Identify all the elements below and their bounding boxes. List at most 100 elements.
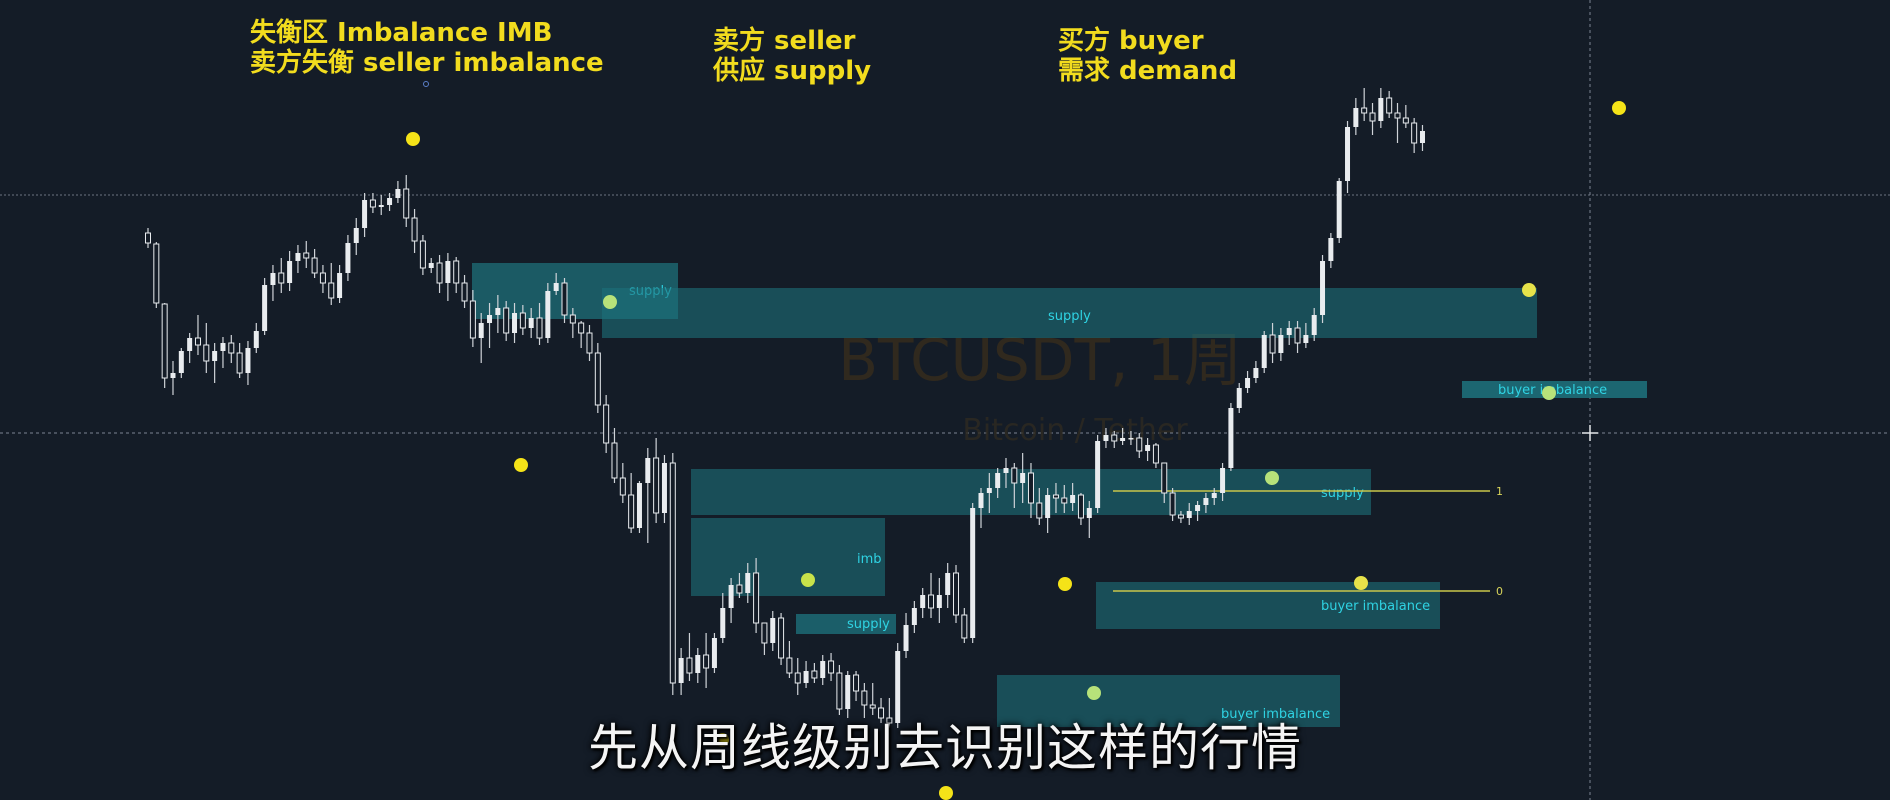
candle-body[interactable] bbox=[1161, 462, 1168, 494]
candle-body[interactable] bbox=[245, 348, 251, 373]
candle-body[interactable] bbox=[1177, 514, 1184, 519]
candle-body[interactable] bbox=[1378, 98, 1384, 121]
candle-body[interactable] bbox=[619, 477, 626, 496]
candle-body[interactable] bbox=[487, 315, 493, 323]
candle-body[interactable] bbox=[961, 614, 968, 639]
candle-body[interactable] bbox=[345, 243, 351, 273]
candle-body[interactable] bbox=[770, 618, 776, 643]
candle-body[interactable] bbox=[512, 313, 518, 333]
candle-body[interactable] bbox=[170, 373, 176, 378]
candle-body[interactable] bbox=[995, 473, 1001, 488]
candle-body[interactable] bbox=[1203, 498, 1209, 505]
candle-body[interactable] bbox=[212, 351, 218, 361]
candle-body[interactable] bbox=[1361, 107, 1368, 114]
candle-body[interactable] bbox=[528, 318, 534, 328]
candle-body[interactable] bbox=[703, 654, 710, 669]
candle-body[interactable] bbox=[845, 675, 851, 709]
candle-body[interactable] bbox=[1269, 334, 1276, 354]
candle-body[interactable] bbox=[820, 661, 826, 678]
candle-body[interactable] bbox=[161, 303, 168, 379]
candle-body[interactable] bbox=[569, 314, 576, 324]
candle-body[interactable] bbox=[745, 573, 751, 593]
candle-body[interactable] bbox=[445, 261, 451, 283]
candle-body[interactable] bbox=[519, 312, 526, 329]
candle-body[interactable] bbox=[886, 717, 893, 724]
candle-body[interactable] bbox=[262, 285, 268, 331]
candle-body[interactable] bbox=[1077, 494, 1084, 519]
candle-body[interactable] bbox=[1011, 467, 1018, 484]
candle-body[interactable] bbox=[1411, 122, 1418, 144]
candle-body[interactable] bbox=[1328, 238, 1334, 261]
candle-body[interactable] bbox=[1336, 181, 1342, 238]
candle-body[interactable] bbox=[1061, 497, 1068, 504]
candle-body[interactable] bbox=[970, 508, 976, 638]
candle-body[interactable] bbox=[1245, 378, 1251, 388]
candle-body[interactable] bbox=[1402, 117, 1409, 124]
candle-body[interactable] bbox=[669, 462, 676, 684]
candle-body[interactable] bbox=[461, 282, 468, 302]
candle-body[interactable] bbox=[395, 189, 401, 198]
candle-body[interactable] bbox=[153, 243, 160, 304]
candle-body[interactable] bbox=[495, 308, 501, 315]
candle-body[interactable] bbox=[661, 463, 667, 513]
candle-body[interactable] bbox=[928, 594, 935, 609]
candle-body[interactable] bbox=[536, 317, 543, 339]
candle-body[interactable] bbox=[228, 342, 235, 354]
candle-body[interactable] bbox=[1095, 441, 1101, 508]
candle-body[interactable] bbox=[1211, 493, 1217, 498]
candle-body[interactable] bbox=[419, 240, 426, 269]
candle-body[interactable] bbox=[278, 272, 285, 284]
candle-body[interactable] bbox=[145, 232, 151, 244]
candle-body[interactable] bbox=[594, 352, 601, 406]
buyer-imbalance-zone[interactable] bbox=[1096, 582, 1440, 629]
candle-body[interactable] bbox=[553, 283, 559, 291]
candle-body[interactable] bbox=[786, 657, 793, 674]
candle-body[interactable] bbox=[319, 272, 326, 284]
candle-body[interactable] bbox=[545, 291, 551, 338]
candle-body[interactable] bbox=[811, 670, 818, 679]
candle-body[interactable] bbox=[1027, 472, 1034, 504]
candle-body[interactable] bbox=[378, 205, 384, 207]
candle-body[interactable] bbox=[828, 660, 835, 674]
candle-body[interactable] bbox=[1228, 408, 1234, 468]
candle-body[interactable] bbox=[728, 585, 734, 608]
candle-body[interactable] bbox=[653, 457, 660, 514]
candle-body[interactable] bbox=[1128, 438, 1134, 440]
candle-body[interactable] bbox=[1353, 108, 1359, 127]
candle-body[interactable] bbox=[1369, 112, 1376, 122]
candle-body[interactable] bbox=[362, 200, 368, 228]
candle-body[interactable] bbox=[720, 608, 726, 638]
candle-body[interactable] bbox=[1136, 437, 1143, 452]
candle-body[interactable] bbox=[695, 655, 701, 673]
candle-body[interactable] bbox=[403, 188, 410, 219]
candle-body[interactable] bbox=[236, 352, 243, 374]
candle-body[interactable] bbox=[1278, 335, 1284, 353]
candle-body[interactable] bbox=[1311, 315, 1317, 335]
candle-body[interactable] bbox=[945, 573, 951, 595]
candle-body[interactable] bbox=[287, 261, 293, 283]
candle-body[interactable] bbox=[1261, 335, 1267, 368]
candle-body[interactable] bbox=[761, 622, 768, 644]
supply-zone[interactable] bbox=[796, 614, 896, 634]
candle-body[interactable] bbox=[1253, 368, 1259, 378]
candle-body[interactable] bbox=[1220, 468, 1226, 493]
candle-body[interactable] bbox=[428, 263, 434, 268]
candle-body[interactable] bbox=[628, 494, 635, 529]
candle-body[interactable] bbox=[895, 651, 901, 723]
candle-body[interactable] bbox=[1152, 444, 1159, 464]
candle-body[interactable] bbox=[1394, 112, 1401, 119]
candle-body[interactable] bbox=[903, 625, 909, 651]
candle-body[interactable] bbox=[303, 252, 310, 259]
candle-body[interactable] bbox=[1111, 434, 1118, 442]
candle-body[interactable] bbox=[1020, 473, 1026, 483]
candle-body[interactable] bbox=[836, 672, 843, 710]
candle-body[interactable] bbox=[353, 228, 359, 243]
candle-body[interactable] bbox=[986, 488, 992, 493]
imbalance-zone[interactable] bbox=[691, 518, 885, 596]
candle-body[interactable] bbox=[194, 337, 201, 346]
candle-body[interactable] bbox=[1103, 435, 1109, 441]
candle-body[interactable] bbox=[220, 343, 226, 351]
candle-body[interactable] bbox=[736, 584, 743, 594]
candle-body[interactable] bbox=[578, 322, 585, 334]
